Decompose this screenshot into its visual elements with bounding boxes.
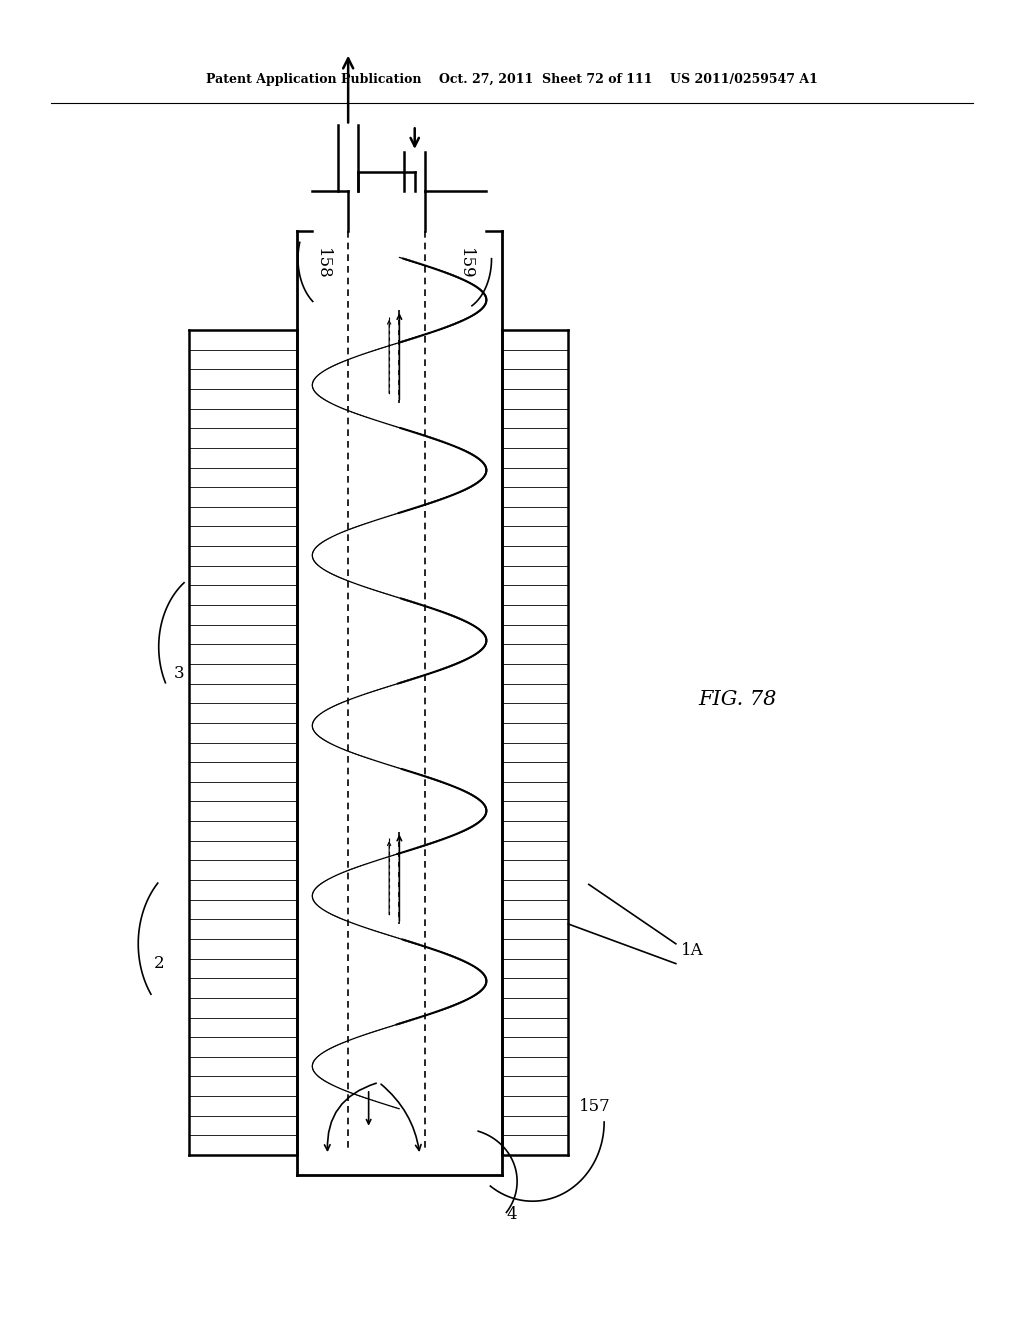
- Text: 2: 2: [154, 956, 164, 972]
- Text: Patent Application Publication    Oct. 27, 2011  Sheet 72 of 111    US 2011/0259: Patent Application Publication Oct. 27, …: [206, 73, 818, 86]
- Text: FIG. 78: FIG. 78: [698, 690, 776, 709]
- Text: 4: 4: [507, 1206, 517, 1222]
- Text: 159: 159: [458, 248, 474, 280]
- Text: 158: 158: [314, 248, 331, 280]
- Text: 157: 157: [579, 1098, 610, 1114]
- Text: 3: 3: [174, 665, 184, 681]
- Text: 1A: 1A: [681, 942, 703, 958]
